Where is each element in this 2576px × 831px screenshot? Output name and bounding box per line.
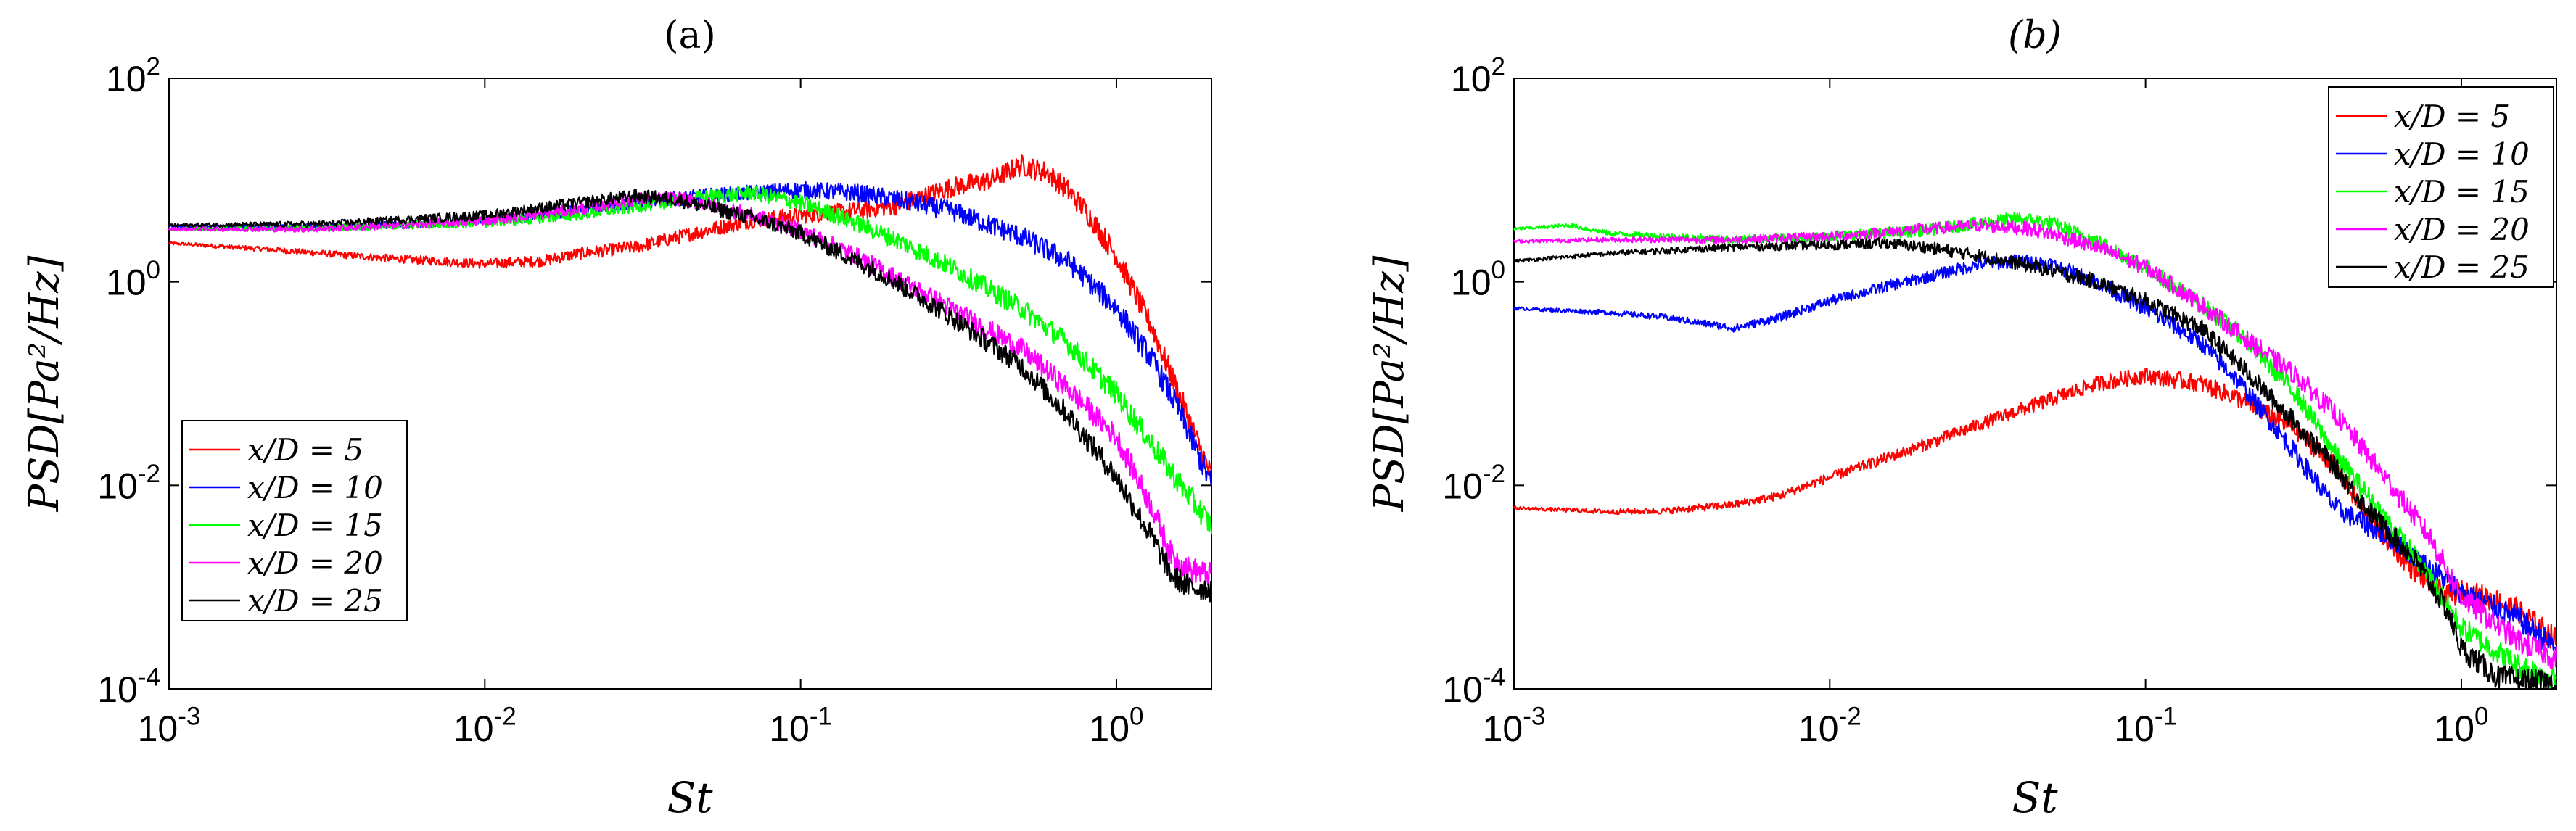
tick-group: 10-3 10-2 10-1 100 10-4 10-2 100 102 bbox=[1442, 53, 2556, 750]
y-tick-label: 100 bbox=[106, 256, 160, 303]
y-tick-label: 10-2 bbox=[97, 460, 160, 507]
x-axis-label: St bbox=[2012, 773, 2058, 822]
x-tick-label: 10-3 bbox=[1483, 703, 1546, 750]
legend-label: x/D = 25 bbox=[2394, 249, 2530, 285]
series-line bbox=[1513, 367, 2558, 649]
chart-panel-a: (a) St PSD[Pa²/Hz] 10-3 10-2 10-1 10010-410… bbox=[21, 14, 1213, 822]
y-tick-label: 102 bbox=[106, 53, 160, 100]
x-tick-label: 10-1 bbox=[769, 703, 832, 750]
x-tick-label: 10-2 bbox=[453, 703, 517, 750]
x-tick-label: 10-1 bbox=[2114, 703, 2177, 750]
y-tick-label: 10-4 bbox=[97, 663, 160, 711]
legend-label: x/D = 20 bbox=[2394, 212, 2530, 247]
chart-title: (b) bbox=[2008, 14, 2062, 57]
legend-box bbox=[2328, 86, 2554, 288]
legend-label: x/D = 10 bbox=[247, 470, 383, 505]
series-line bbox=[1513, 218, 2558, 669]
legend-label: x/D = 25 bbox=[247, 583, 383, 619]
legend-label: x/D = 15 bbox=[247, 508, 383, 543]
chart-panel-b: (b) St PSD[Pa²/Hz] 10-3 10-2 10-1 10010-410… bbox=[1366, 14, 2558, 822]
chart-title: (a) bbox=[664, 14, 716, 57]
series-group bbox=[168, 154, 1213, 603]
series-line bbox=[168, 191, 1213, 586]
series-line bbox=[1513, 237, 2558, 690]
legend: x/D = 5x/D = 10x/D = 15x/D = 20x/D = 25 bbox=[2328, 86, 2554, 288]
y-axis-label: PSD[Pa²/Hz] bbox=[1366, 255, 1413, 512]
legend-box bbox=[181, 420, 408, 621]
series-group bbox=[1513, 211, 2558, 690]
legend-label: x/D = 10 bbox=[2394, 136, 2530, 172]
y-tick-label: 10-4 bbox=[1442, 663, 1505, 711]
y-axis-label: PSD[Pa²/Hz] bbox=[21, 255, 68, 512]
x-tick-label: 100 bbox=[1089, 703, 1143, 750]
x-tick-label: 100 bbox=[2434, 703, 2488, 750]
y-tick-label: 100 bbox=[1451, 256, 1505, 303]
x-tick-label: 10-3 bbox=[138, 703, 201, 750]
legend-label: x/D = 15 bbox=[2394, 174, 2530, 210]
tick-group: 10-3 10-2 10-1 100 10-4 10-2 100 102 bbox=[97, 53, 1211, 750]
x-tick-label: 10-2 bbox=[1798, 703, 1861, 750]
x-axis-label: St bbox=[667, 773, 713, 822]
legend: x/D = 5x/D = 10x/D = 15x/D = 20x/D = 25 bbox=[181, 420, 408, 621]
legend-label: x/D = 5 bbox=[2394, 99, 2510, 134]
series-line bbox=[168, 154, 1213, 475]
y-tick-label: 102 bbox=[1451, 53, 1505, 100]
legend-label: x/D = 20 bbox=[247, 545, 383, 581]
legend-label: x/D = 5 bbox=[247, 432, 363, 468]
series-line bbox=[168, 189, 1213, 603]
y-tick-label: 10-2 bbox=[1442, 460, 1505, 507]
